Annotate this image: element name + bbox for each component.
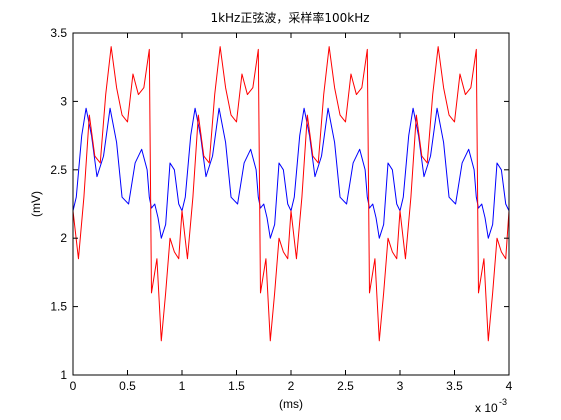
x-tick-label: 1.5: [228, 379, 245, 393]
y-tick-label: 1.5: [50, 300, 67, 314]
x-tick-label: 4: [506, 379, 513, 393]
x-tick-label: 2.5: [337, 379, 354, 393]
x-axis-title: (ms): [279, 397, 303, 411]
x-tick-label: 2: [288, 379, 295, 393]
x-tick-label: 1: [179, 379, 186, 393]
plot-area: [72, 46, 510, 342]
x-tick-label: 0.5: [119, 379, 136, 393]
y-tick-label: 3: [60, 94, 67, 108]
y-tick-label: 1: [60, 368, 67, 382]
x-axis-exponent-label: x 10: [475, 401, 498, 415]
y-axis-title: (mV): [29, 191, 43, 217]
y-tick-label: 3.5: [50, 26, 67, 40]
x-tick-label: 3: [397, 379, 404, 393]
x-axis-exponent-power: -3: [499, 397, 507, 407]
axis-ticks: 0 0.5 1 1.5 2 2.5 3 3.5 4 1 1.5 2 2.5 3 3.5: [50, 26, 512, 393]
series-line-2: [72, 46, 510, 342]
x-tick-label: 0: [70, 379, 77, 393]
y-tick-label: 2.5: [50, 163, 67, 177]
x-tick-label: 3.5: [446, 379, 463, 393]
chart-title: 1kHz正弦波，采样率100kHz: [210, 10, 369, 25]
y-tick-label: 2: [60, 231, 67, 245]
